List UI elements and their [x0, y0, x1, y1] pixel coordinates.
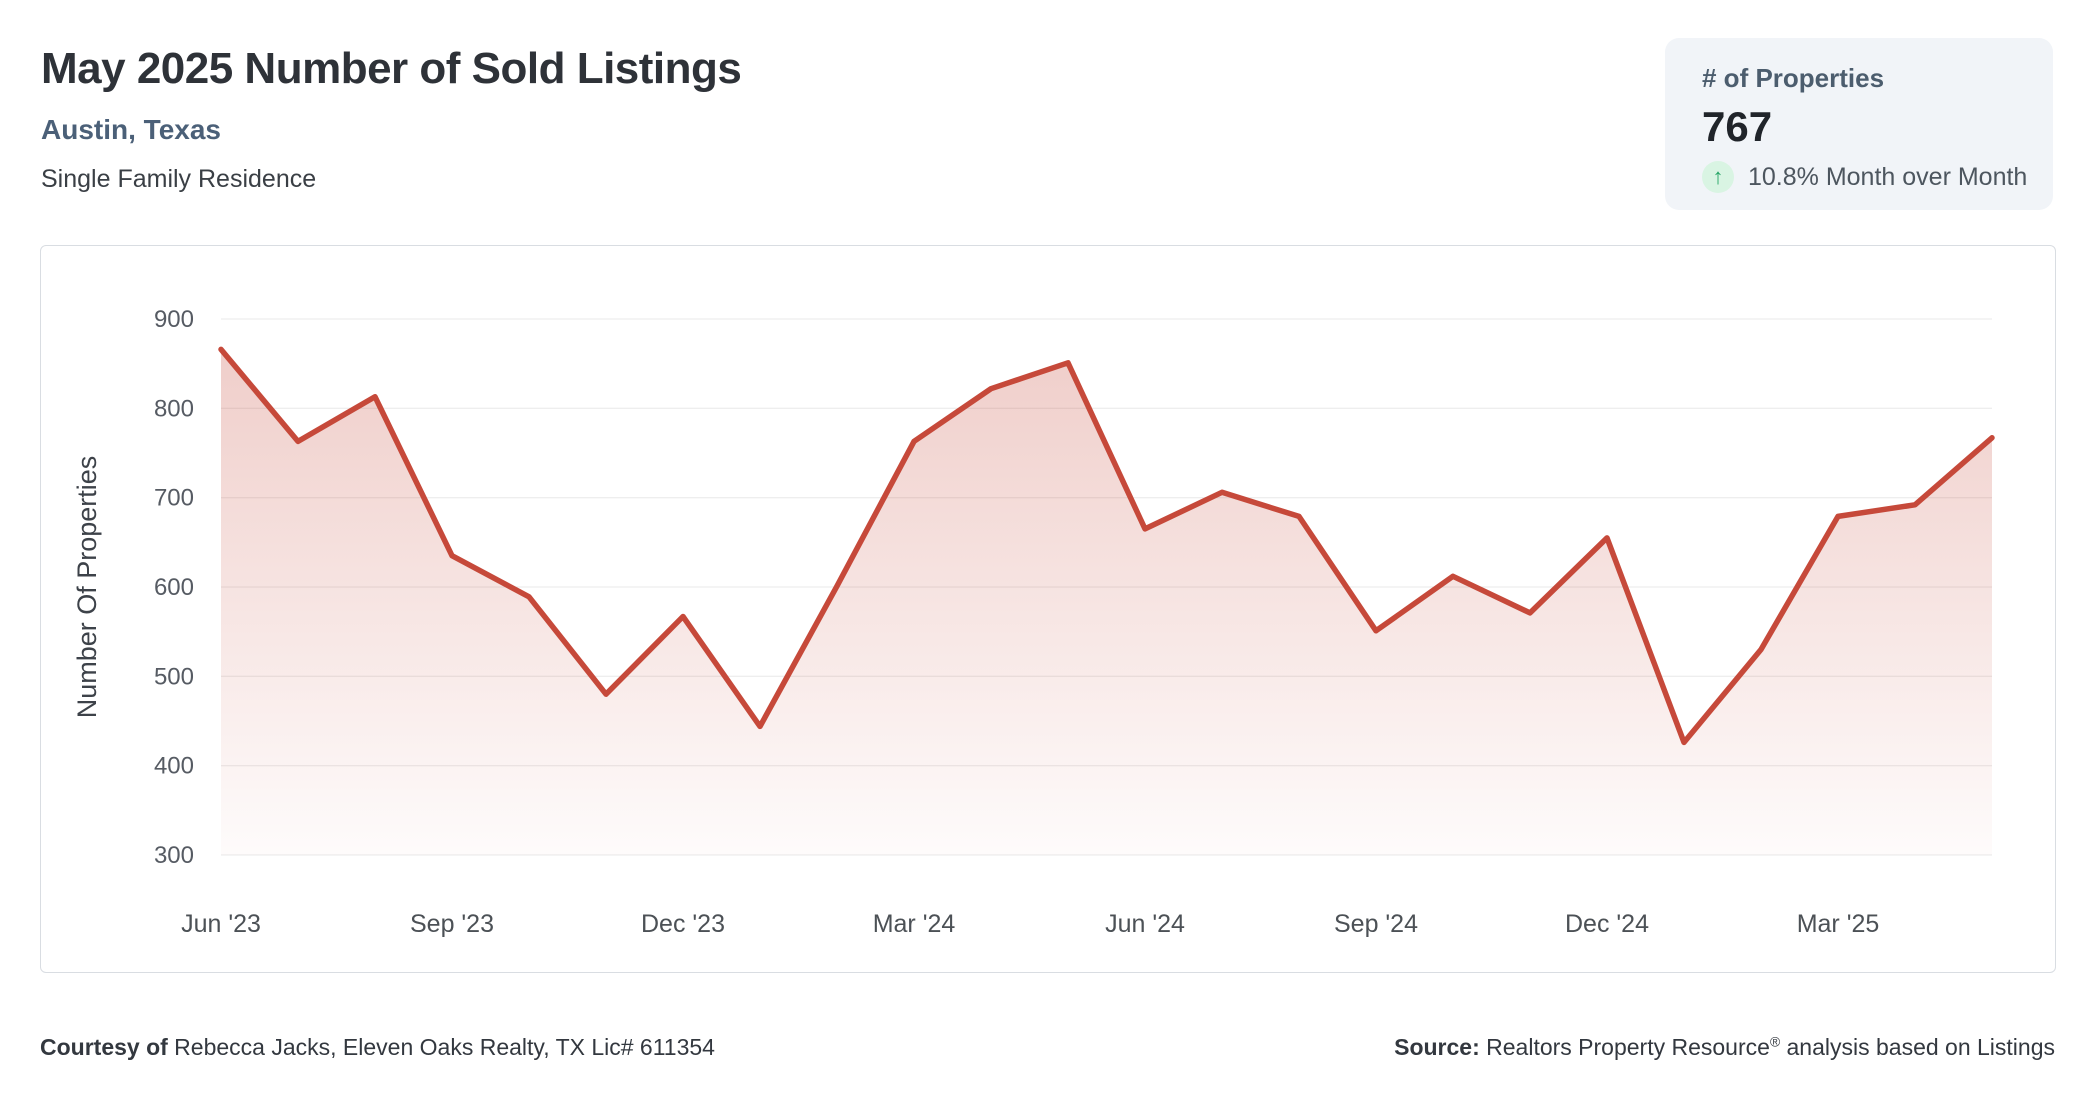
x-axis-tick-label: Dec '23	[641, 910, 725, 938]
stat-value: 767	[1702, 103, 1773, 150]
stat-label: # of Properties	[1702, 63, 1885, 93]
month-over-month-label: 10.8% Month over Month	[1748, 162, 2028, 191]
x-axis-labels-group: Jun '23 Sep '23 Dec '23 Mar '24 Jun '24 Sep '…	[181, 910, 1879, 938]
y-axis-tick-label: 700	[154, 485, 194, 512]
y-axis-tick-label: 400	[154, 753, 194, 780]
source-text: Source: Realtors Property Resource® anal…	[1394, 1034, 2055, 1060]
page-title: May 2025 Number of Sold Listings	[41, 44, 742, 93]
location-subtitle: Austin, Texas	[41, 114, 221, 145]
x-axis-tick-label: Jun '23	[181, 910, 261, 938]
y-axis-tick-label: 800	[154, 395, 194, 422]
x-axis-tick-label: Sep '24	[1334, 910, 1418, 938]
registered-mark: ®	[1769, 1034, 1781, 1050]
line-series	[218, 346, 1995, 746]
y-axis-title: Number Of Properties	[72, 456, 102, 719]
stat-trend-row: ↑ 10.8% Month over Month	[1702, 161, 2053, 193]
y-axis-labels-group: 900 800 700 600 500 400 300	[154, 306, 194, 869]
y-axis-tick-label: 900	[154, 306, 194, 333]
y-axis-tick-label: 600	[154, 574, 194, 601]
x-axis-tick-label: Mar '25	[1797, 910, 1880, 938]
x-axis-tick-label: Dec '24	[1565, 910, 1649, 938]
courtesy-text: Courtesy of Rebecca Jacks, Eleven Oaks R…	[40, 1034, 715, 1060]
courtesy-label: Courtesy of	[40, 1034, 168, 1060]
source-label: Source:	[1394, 1034, 1480, 1060]
x-axis-tick-label: Jun '24	[1105, 910, 1185, 938]
arrow-up-icon: ↑	[1702, 161, 1734, 193]
report-header: May 2025 Number of Sold Listings Austin,…	[41, 44, 742, 194]
report-footer: Courtesy of Rebecca Jacks, Eleven Oaks R…	[40, 1034, 2055, 1061]
property-type-label: Single Family Residence	[41, 165, 317, 193]
chart-container: 900 800 700 600 500 400 300 Jun '23 Sep '23 Dec …	[40, 245, 2056, 973]
y-axis-tick-label: 300	[154, 842, 194, 869]
properties-stat-card: # of Properties 767 ↑ 10.8% Month over M…	[1665, 38, 2053, 210]
x-axis-tick-label: Sep '23	[410, 910, 494, 938]
x-axis-tick-label: Mar '24	[873, 910, 956, 938]
sold-listings-area-chart: 900 800 700 600 500 400 300 Jun '23 Sep '23 Dec …	[72, 306, 1995, 938]
area-fill	[221, 349, 1992, 855]
y-axis-tick-label: 500	[154, 663, 194, 690]
